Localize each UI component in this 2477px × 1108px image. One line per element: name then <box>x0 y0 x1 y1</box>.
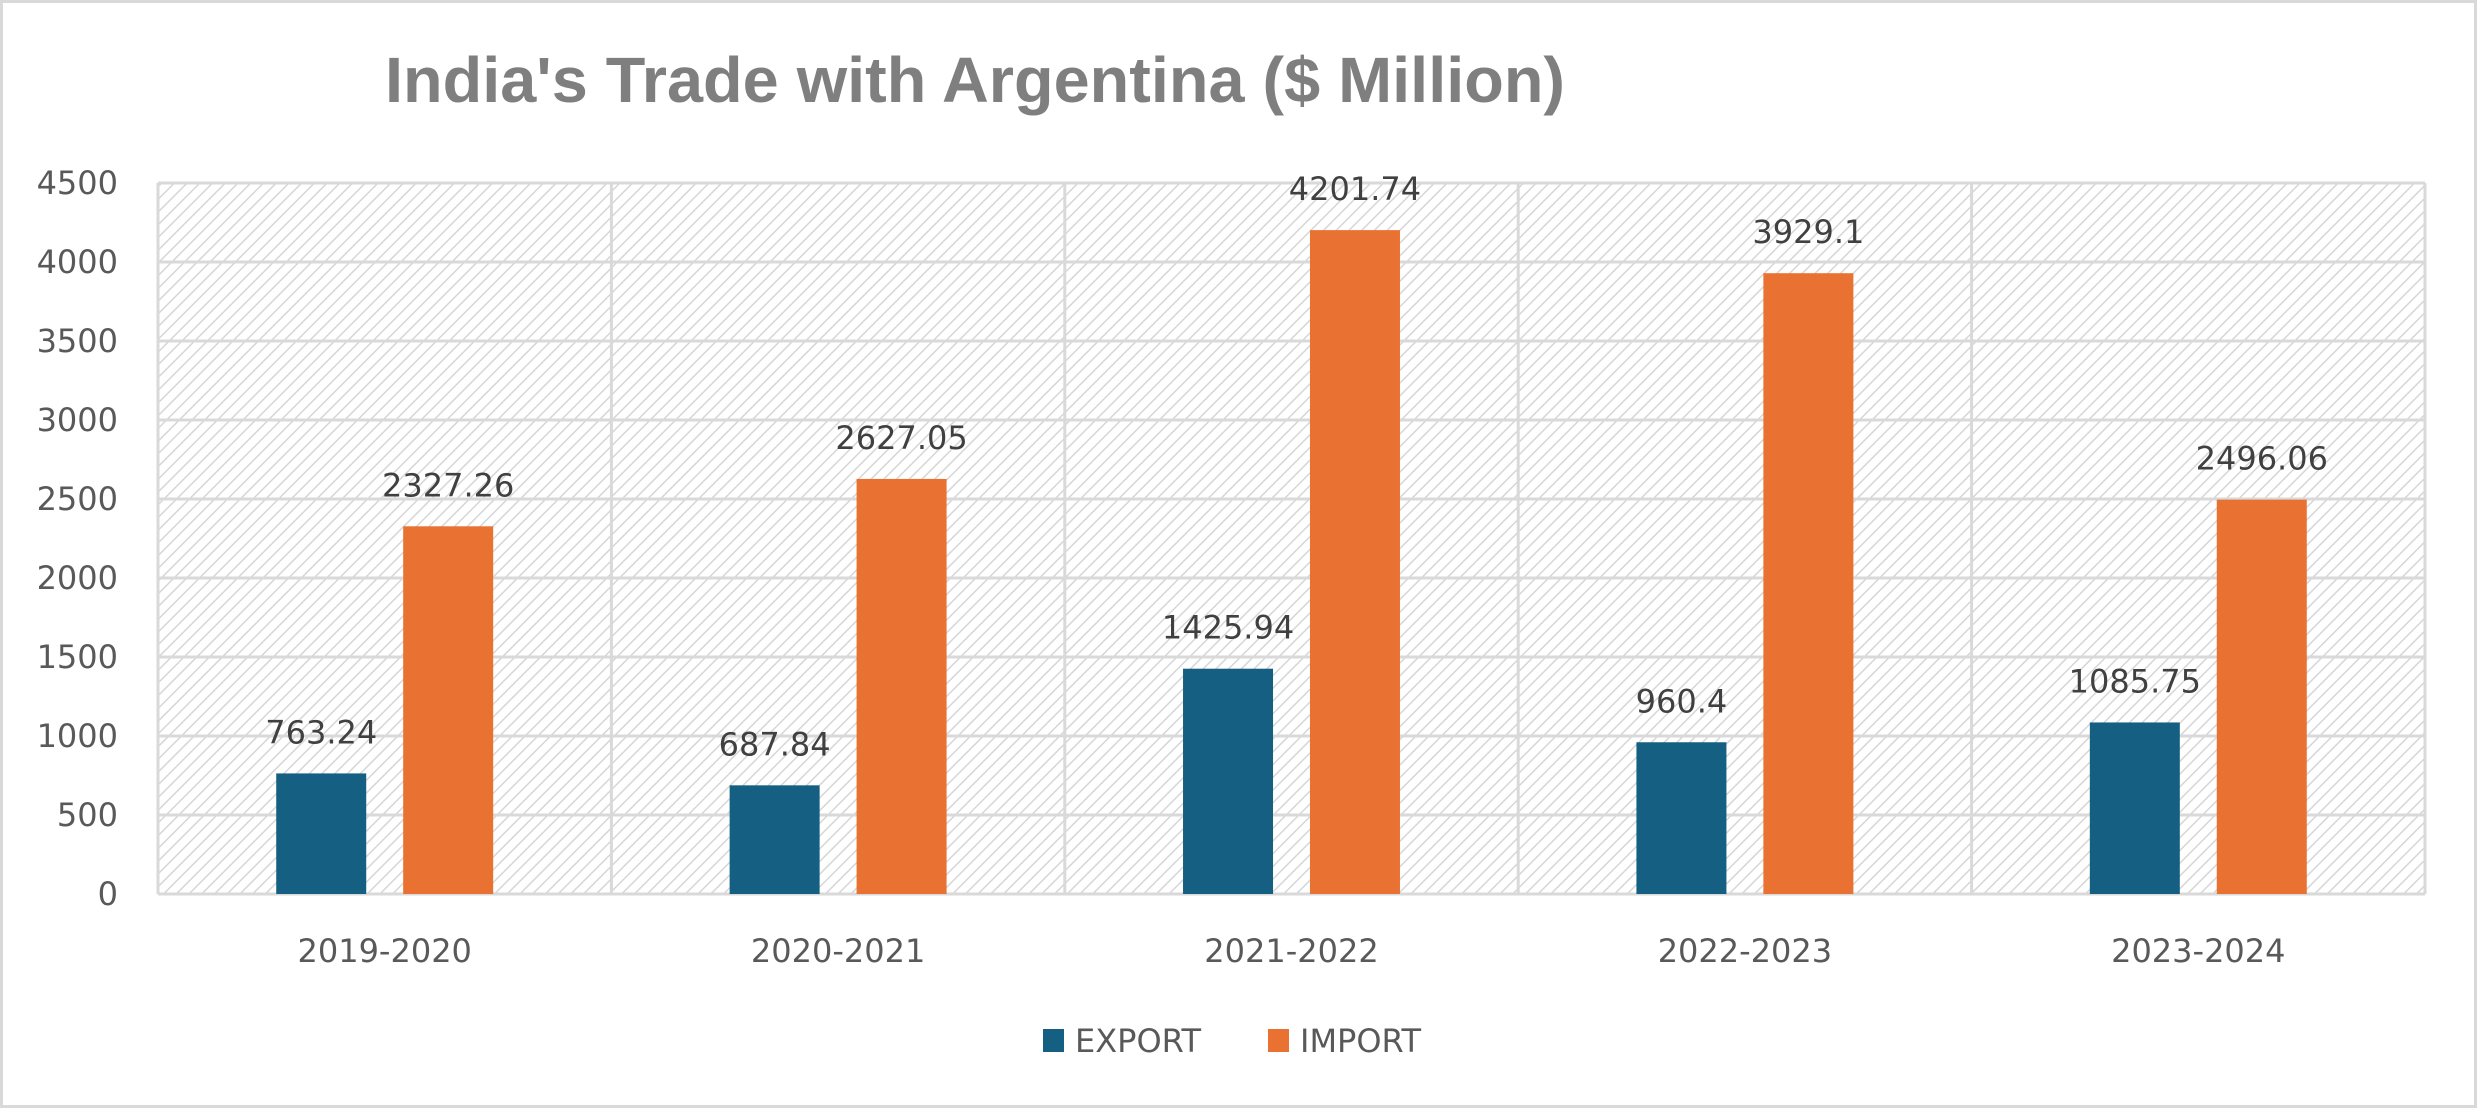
data-label-import: 3929.1 <box>1752 213 1864 251</box>
data-label-export: 763.24 <box>265 713 377 751</box>
bar-import <box>856 478 947 894</box>
bar-import <box>2216 499 2307 894</box>
bar-export <box>276 773 367 894</box>
y-tick-label: 3500 <box>37 322 118 360</box>
x-tick-label: 2019-2020 <box>297 932 471 970</box>
data-label-export: 1085.75 <box>2069 662 2201 700</box>
y-tick-label: 2000 <box>37 559 118 597</box>
data-label-import: 2627.05 <box>835 419 967 457</box>
bar-import <box>1309 230 1400 895</box>
y-tick-label: 500 <box>57 796 118 834</box>
y-tick-label: 0 <box>98 875 118 913</box>
bar-import <box>403 526 494 894</box>
legend-item-import[interactable]: IMPORT <box>1268 1022 1421 1060</box>
x-tick-label: 2021-2022 <box>1204 932 1378 970</box>
bar-export <box>2089 722 2180 894</box>
x-tick-label: 2020-2021 <box>751 932 925 970</box>
data-label-export: 1425.94 <box>1162 609 1294 647</box>
bar-export <box>1183 668 1274 894</box>
data-label-import: 4201.74 <box>1289 170 1421 208</box>
x-tick-label: 2022-2023 <box>1658 932 1832 970</box>
y-tick-label: 1000 <box>37 717 118 755</box>
y-tick-label: 4000 <box>37 243 118 281</box>
plot-area <box>158 183 2425 894</box>
legend-swatch <box>1043 1029 1064 1052</box>
y-tick-label: 4500 <box>37 164 118 202</box>
bar-import <box>1763 273 1854 894</box>
data-label-export: 960.4 <box>1636 682 1728 720</box>
legend-item-export[interactable]: EXPORT <box>1043 1022 1202 1060</box>
legend-label: EXPORT <box>1075 1022 1202 1060</box>
legend-swatch <box>1268 1029 1289 1052</box>
legend-label: IMPORT <box>1300 1022 1421 1060</box>
bar-export <box>729 785 820 894</box>
y-tick-label: 2500 <box>37 480 118 518</box>
data-label-export: 687.84 <box>719 725 831 763</box>
y-tick-label: 3000 <box>37 401 118 439</box>
y-tick-label: 1500 <box>37 638 118 676</box>
x-tick-label: 2023-2024 <box>2111 932 2285 970</box>
data-label-import: 2496.06 <box>2196 440 2328 478</box>
bar-export <box>1636 742 1727 894</box>
data-label-import: 2327.26 <box>382 466 514 504</box>
chart-title: India's Trade with Argentina ($ Million) <box>385 44 1565 116</box>
